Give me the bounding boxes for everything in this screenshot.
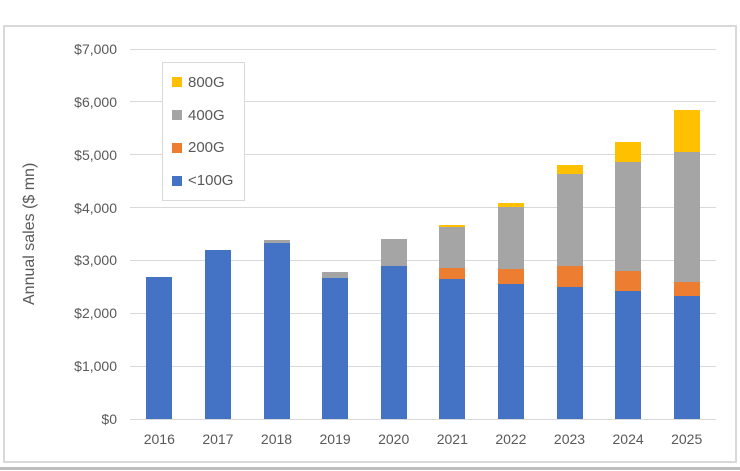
- bar-segment-200G-2022: [497, 268, 524, 285]
- bar-segment-200G-2024: [615, 271, 642, 291]
- gridline: [130, 101, 716, 103]
- y-tick-label: $4,000: [74, 199, 117, 216]
- gridline: [130, 259, 716, 261]
- gridline: [130, 154, 716, 156]
- chart-frame: Annual sales ($ mn) $0 $1,000 $2,000 $3,000…: [3, 25, 737, 463]
- bar-segment-800G-2024: [615, 142, 642, 163]
- bar-2017: [204, 250, 231, 419]
- bar-segment-400G-2021: [439, 227, 466, 268]
- x-tick-label-2025: 2025: [671, 431, 703, 447]
- bar-2021: [439, 225, 466, 419]
- bar-segment-400G-2019: [322, 272, 349, 279]
- legend-item-<100G: <100G: [172, 172, 240, 189]
- x-tick-label-2018: 2018: [260, 431, 293, 447]
- bar-2023: [556, 165, 583, 419]
- bar-segment-800G-2022: [497, 203, 524, 208]
- y-tick-label: $1,000: [74, 358, 117, 375]
- bar-2022: [497, 203, 524, 419]
- bar-segment-200G-2025: [673, 281, 700, 297]
- y-tick-label: $2,000: [74, 305, 117, 322]
- legend-item-200G: 200G: [172, 139, 240, 156]
- bar-segment-400G-2018: [263, 240, 290, 243]
- bar-segment-800G-2023: [556, 165, 583, 175]
- bar-segment-<100G-2018: [263, 243, 290, 419]
- bar-segment-<100G-2017: [204, 250, 231, 419]
- gridline: [130, 312, 716, 314]
- legend-label: 200G: [188, 139, 225, 157]
- legend: 800G 400G 200G <100G: [162, 62, 245, 201]
- gridline: [130, 207, 716, 209]
- bar-segment-<100G-2022: [497, 284, 524, 419]
- bar-segment-400G-2022: [497, 207, 524, 269]
- bar-2019: [322, 272, 349, 419]
- bar-segment-<100G-2025: [673, 296, 700, 419]
- bar-2020: [380, 239, 407, 419]
- gridline: [130, 365, 716, 367]
- x-tick-label-2021: 2021: [436, 431, 468, 447]
- bar-2018: [263, 240, 290, 419]
- window-bottom-edge: [0, 467, 740, 470]
- bar-segment-800G-2021: [439, 225, 466, 228]
- legend-item-400G: 400G: [172, 107, 240, 124]
- legend-label: 800G: [188, 73, 225, 91]
- y-tick-label: $0: [101, 411, 117, 427]
- bar-segment-400G-2025: [673, 152, 700, 282]
- legend-swatch-icon: [172, 77, 182, 88]
- legend-swatch-icon: [172, 142, 182, 153]
- x-tick-label-2024: 2024: [612, 431, 644, 447]
- bar-segment-400G-2024: [615, 162, 642, 272]
- x-tick-label-2019: 2019: [319, 431, 351, 447]
- bar-segment-200G-2023: [556, 265, 583, 287]
- bar-segment-200G-2021: [439, 267, 466, 279]
- bar-segment-<100G-2024: [615, 290, 642, 419]
- y-tick-label: $5,000: [74, 146, 117, 163]
- x-tick-label-2017: 2017: [202, 431, 234, 447]
- bar-2024: [615, 142, 642, 419]
- x-tick-label-2023: 2023: [553, 431, 586, 447]
- x-tick-label-2016: 2016: [143, 431, 175, 447]
- gridline: [130, 48, 716, 50]
- bar-segment-<100G-2019: [322, 278, 349, 419]
- legend-label: 400G: [188, 106, 225, 124]
- y-tick-label: $3,000: [74, 252, 117, 269]
- bar-2025: [673, 110, 700, 419]
- y-tick-label: $6,000: [74, 93, 117, 110]
- bar-segment-<100G-2016: [146, 277, 173, 419]
- bar-2016: [146, 277, 173, 419]
- bar-segment-400G-2020: [380, 239, 407, 266]
- y-tick-label: $7,000: [74, 41, 117, 57]
- x-tick-label-2020: 2020: [378, 431, 410, 447]
- bar-segment-<100G-2020: [380, 265, 407, 419]
- plot-area: [130, 48, 716, 420]
- bar-segment-800G-2025: [673, 110, 700, 153]
- legend-item-800G: 800G: [172, 74, 240, 91]
- legend-swatch-icon: [172, 110, 182, 121]
- x-axis-line: [130, 418, 716, 420]
- legend-label: <100G: [188, 172, 234, 190]
- bar-segment-400G-2023: [556, 174, 583, 266]
- bar-segment-<100G-2021: [439, 278, 466, 419]
- x-tick-label-2022: 2022: [495, 431, 527, 447]
- bar-segment-<100G-2023: [556, 286, 583, 419]
- legend-swatch-icon: [172, 175, 182, 186]
